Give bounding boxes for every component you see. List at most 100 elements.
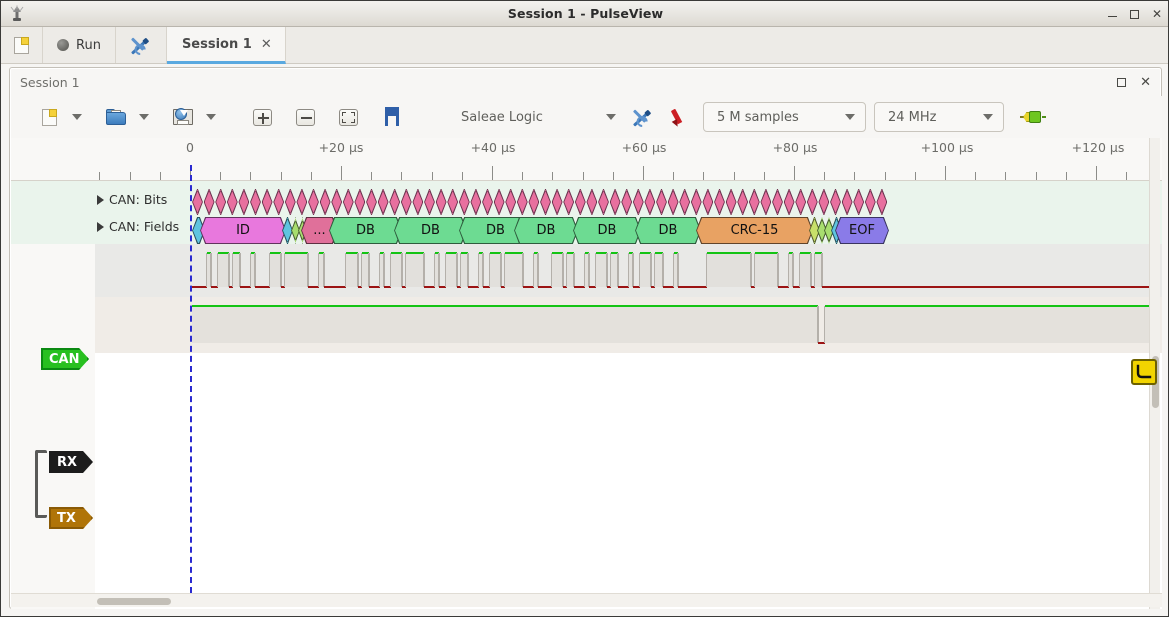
decoder-field-annotation[interactable] <box>291 217 300 244</box>
decoder-bit-annotation[interactable] <box>784 189 795 215</box>
decoder-row-bits[interactable]: CAN: Bits <box>97 192 167 207</box>
decoder-bit-annotation[interactable] <box>668 189 679 215</box>
decoder-bit-annotation[interactable] <box>331 189 342 215</box>
decoder-bit-annotation[interactable] <box>702 189 713 215</box>
open-file-dropdown[interactable] <box>130 103 158 131</box>
decoder-bit-annotation[interactable] <box>563 189 574 215</box>
decoder-bit-annotation[interactable] <box>772 189 783 215</box>
decoder-bit-annotation[interactable] <box>459 189 470 215</box>
decoder-bit-annotation[interactable] <box>865 189 876 215</box>
decoder-bit-annotation[interactable] <box>494 189 505 215</box>
decoder-field-annotation[interactable]: EOF <box>835 217 889 244</box>
decoder-bit-annotation[interactable] <box>621 189 632 215</box>
decoder-field-annotation[interactable]: ID <box>200 217 286 244</box>
decoder-bit-annotation[interactable] <box>227 189 238 215</box>
decoder-bit-annotation[interactable] <box>273 189 284 215</box>
tx-waveform[interactable] <box>95 297 1162 353</box>
decoder-bit-annotation[interactable] <box>505 189 516 215</box>
decoder-bit-annotation[interactable] <box>749 189 760 215</box>
decoder-bit-annotation[interactable] <box>238 189 249 215</box>
triangle-right-icon[interactable] <box>97 221 104 232</box>
decoder-bit-annotation[interactable] <box>714 189 725 215</box>
decoder-bit-annotation[interactable] <box>320 189 331 215</box>
decoder-bit-annotation[interactable] <box>470 189 481 215</box>
decoder-bit-annotation[interactable] <box>656 189 667 215</box>
decoder-bit-annotation[interactable] <box>482 189 493 215</box>
falling-edge-trigger-icon[interactable] <box>1131 359 1157 385</box>
decoder-row-fields[interactable]: CAN: Fields <box>97 219 179 234</box>
horizontal-scrollbar-thumb[interactable] <box>97 598 171 605</box>
decoder-bit-annotation[interactable] <box>366 189 377 215</box>
decoder-bit-annotation[interactable] <box>586 189 597 215</box>
decoder-bit-annotation[interactable] <box>517 189 528 215</box>
time-ruler[interactable]: 0 +20 µs +40 µs +60 µs +80 µs +100 µs +120 µs <box>11 138 1162 181</box>
trace-view[interactable]: 0 +20 µs +40 µs +60 µs +80 µs +100 µs +120 µs … <box>11 138 1162 609</box>
save-file-button[interactable] <box>169 103 197 131</box>
decoder-bit-annotation[interactable] <box>308 189 319 215</box>
waveform-canvas[interactable]: ID... DB DB DB DB DB DB CRC-15 EOF <box>95 181 1162 609</box>
channel-label-rx[interactable]: RX <box>49 451 93 473</box>
decoder-bit-annotation[interactable] <box>807 189 818 215</box>
channel-probe-button[interactable] <box>667 103 695 131</box>
decoder-field-annotation[interactable]: DB <box>573 217 641 244</box>
decoder-bit-annotation[interactable] <box>691 189 702 215</box>
decoder-bit-annotation[interactable] <box>192 189 203 215</box>
decoder-bit-annotation[interactable] <box>610 189 621 215</box>
run-button[interactable]: Run <box>43 27 116 63</box>
open-file-button[interactable] <box>102 103 130 131</box>
decoder-bit-annotation[interactable] <box>830 189 841 215</box>
decoder-bit-annotation[interactable] <box>528 189 539 215</box>
decoder-bit-annotation[interactable] <box>436 189 447 215</box>
session-tools-button[interactable] <box>116 27 167 63</box>
decoder-bit-annotation[interactable] <box>737 189 748 215</box>
decoder-bit-annotation[interactable] <box>598 189 609 215</box>
decoder-bit-annotation[interactable] <box>401 189 412 215</box>
decoder-field-annotation[interactable]: DB <box>329 217 402 244</box>
decoder-bits-row[interactable] <box>95 181 1162 211</box>
decoder-field-annotation[interactable] <box>192 217 205 244</box>
decoder-field-annotation[interactable]: DB <box>635 217 701 244</box>
decoder-bit-annotation[interactable] <box>853 189 864 215</box>
minimize-button[interactable] <box>1107 16 1117 17</box>
decoder-bit-annotation[interactable] <box>424 189 435 215</box>
decoder-bit-annotation[interactable] <box>285 189 296 215</box>
show-cursors-button[interactable] <box>378 103 406 131</box>
trigger-cursor-line[interactable] <box>190 165 192 593</box>
horizontal-scrollbar[interactable] <box>11 593 1162 607</box>
decoder-bit-annotation[interactable] <box>575 189 586 215</box>
decoder-bit-annotation[interactable] <box>354 189 365 215</box>
decoder-field-annotation[interactable]: ... <box>301 217 338 244</box>
device-selector[interactable]: Saleae Logic <box>450 103 625 131</box>
new-session-toolbar-button[interactable] <box>35 103 63 131</box>
subwindow-restore-button[interactable] <box>1117 77 1127 87</box>
decoder-bit-annotation[interactable] <box>215 189 226 215</box>
close-button[interactable]: ✕ <box>1151 7 1162 21</box>
zoom-out-button[interactable] <box>291 103 319 131</box>
decoder-field-annotation[interactable] <box>282 217 293 244</box>
decoder-bit-annotation[interactable] <box>250 189 261 215</box>
decoder-bit-annotation[interactable] <box>760 189 771 215</box>
decoder-bit-annotation[interactable] <box>412 189 423 215</box>
decoder-fields-row[interactable]: ID... DB DB DB DB DB DB CRC-15 EOF <box>95 217 1162 244</box>
decoder-field-annotation[interactable]: CRC-15 <box>696 217 813 244</box>
zoom-fit-button[interactable] <box>334 103 362 131</box>
decoder-bit-annotation[interactable] <box>842 189 853 215</box>
decoder-bit-annotation[interactable] <box>296 189 307 215</box>
new-session-button[interactable] <box>1 27 43 63</box>
decoder-field-annotation[interactable]: DB <box>514 217 578 244</box>
triangle-right-icon[interactable] <box>97 194 104 205</box>
channel-label-tx[interactable]: TX <box>49 507 93 529</box>
decoder-label-can[interactable]: CAN <box>41 348 89 370</box>
decoder-bit-annotation[interactable] <box>447 189 458 215</box>
save-file-dropdown[interactable] <box>197 103 225 131</box>
decoder-bit-annotation[interactable] <box>644 189 655 215</box>
decoder-bit-annotation[interactable] <box>552 189 563 215</box>
decoder-bit-annotation[interactable] <box>378 189 389 215</box>
decoder-bit-annotation[interactable] <box>876 189 887 215</box>
decoder-field-annotation[interactable] <box>824 217 834 244</box>
subwindow-close-button[interactable]: ✕ <box>1140 74 1151 90</box>
decoder-field-annotation[interactable] <box>817 217 827 244</box>
decoder-bit-annotation[interactable] <box>679 189 690 215</box>
new-session-dropdown[interactable] <box>63 103 91 131</box>
decoder-bit-annotation[interactable] <box>633 189 644 215</box>
